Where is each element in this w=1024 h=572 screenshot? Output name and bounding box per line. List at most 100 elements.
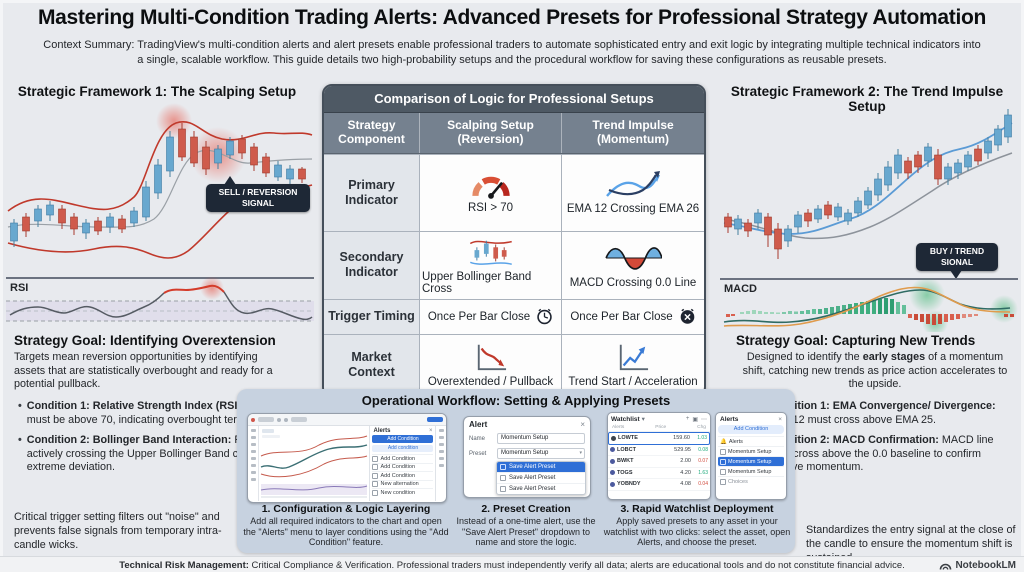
cell-label: RSI > 70 <box>467 202 514 215</box>
cell-label: Once Per Bar Close <box>427 310 531 323</box>
screenshot-watchlist: Watchlist ▾ + ▣ ⋯ Alerts Price Chg LOWTE <box>607 412 787 500</box>
notebooklm-logo <box>940 563 952 570</box>
drawing-toolbar[interactable] <box>248 426 260 501</box>
plus-icon[interactable]: + <box>685 415 690 422</box>
pullback-chart-icon <box>477 344 506 371</box>
preset-select[interactable]: Momentum Setup <box>497 448 585 459</box>
screenshot-chart-app: Alerts × Add Condition Add condition Add… <box>247 413 447 503</box>
rsi-line <box>9 292 165 318</box>
condition-list-item[interactable]: New condition <box>372 488 434 497</box>
choices-item[interactable]: Choices <box>718 476 784 486</box>
workflow-step-2: 2. Preset Creation Instead of a one-time… <box>451 503 601 548</box>
close-icon[interactable]: × <box>778 416 782 423</box>
close-icon[interactable]: × <box>580 420 585 429</box>
condition-item: Condition 1: Relative Strength Index (RS… <box>18 400 280 427</box>
goal-heading: Strategy Goal: Capturing New Trends <box>736 333 976 348</box>
buy-signal-badge: BUY / TREND SIONAL <box>916 243 998 280</box>
close-icon[interactable]: × <box>428 428 433 434</box>
comparison-table: Comparison of Logic for Professional Set… <box>322 84 706 397</box>
logo-dot <box>251 417 255 422</box>
framework1-heading: Strategic Framework 1: The Scalping Setu… <box>17 84 297 99</box>
watchlist-row[interactable]: LOWTE 159.60 1.03 <box>608 432 710 445</box>
symbol-icon <box>610 447 615 453</box>
badge-line1: SELL / REVERSION <box>218 187 298 197</box>
column-header: Strategy Component <box>324 113 420 153</box>
condition-item: Condition 1: EMA Convergence/ Divergence… <box>758 400 1014 427</box>
watchlist-title[interactable]: Watchlist <box>611 415 640 423</box>
goal-heading: Strategy Goal: Identifying Overextension <box>14 333 276 348</box>
alerts-side-panel: Alerts × Add Condition 🔔 Alerts Momentum … <box>715 412 787 500</box>
rsi-overbought-segment <box>163 284 225 294</box>
cell-label: Upper Bollinger Band Cross <box>422 270 532 295</box>
condition-list-item[interactable]: Add Condition <box>372 454 434 463</box>
watchlist-row[interactable]: LOBCT 529.95 0.08 <box>608 445 710 456</box>
more-icon[interactable]: ⋯ <box>701 416 707 423</box>
toolbar-chip <box>291 417 307 422</box>
condition-list-item[interactable]: Add Condition <box>372 462 434 472</box>
context-summary: Context Summary: TradingView's multi-con… <box>43 39 981 66</box>
ema-cross-icon <box>606 171 660 197</box>
table-row: Primary Indicator RSI > 70 E <box>324 153 704 231</box>
preset-item[interactable]: Momentum Setup <box>718 466 784 476</box>
preset-item-selected[interactable]: Momentum Setup <box>718 456 784 466</box>
symbol-icon <box>611 435 616 441</box>
screenshot-alert-dialog: Alert × Name Momentum Setup Preset Momen… <box>463 416 591 498</box>
name-input[interactable]: Momentum Setup <box>497 433 585 444</box>
row-label: Market Context <box>324 334 420 395</box>
goal-text: Designed to identify the early stages of… <box>742 351 1008 391</box>
app-topbar <box>248 414 446 426</box>
watchlist-row[interactable]: BWKT 2.00 0.07 <box>608 456 710 468</box>
dropdown-item[interactable]: Save Alert Preset <box>497 472 585 483</box>
add-condition-button[interactable]: Add Condition <box>372 435 434 443</box>
step-heading: 2. Preset Creation <box>481 503 571 515</box>
condition-item: Condition 2: MACD Confirmation: MACD lin… <box>758 434 1014 474</box>
add-condition-pill[interactable]: Add Condition <box>718 425 784 434</box>
cell-label: EMA 12 Crossing EMA 26 <box>566 203 700 216</box>
grid-icon[interactable]: ▣ <box>692 416 698 423</box>
dropdown-item[interactable]: Save Alert Preset <box>497 483 585 494</box>
alerts-panel: Alerts × Add Condition Add condition Add… <box>369 426 435 501</box>
condition-list-item[interactable]: New alternation <box>372 479 434 489</box>
candles <box>10 123 306 247</box>
toolbar-dot <box>277 417 281 422</box>
notebooklm-brand: NotebookLM <box>939 557 1016 572</box>
add-condition-secondary-button[interactable]: Add condition <box>372 445 434 452</box>
preset-item[interactable]: Momentum Setup <box>718 446 784 456</box>
preset-dropdown: Save Alert Preset Save Alert Preset Save… <box>496 461 586 495</box>
macd-panel: MACD <box>720 278 1018 332</box>
table-title: Comparison of Logic for Professional Set… <box>324 86 704 113</box>
dropdown-item[interactable]: Save Alert Preset <box>497 462 585 472</box>
alerts-item[interactable]: 🔔 Alerts <box>718 436 784 446</box>
badge-line2: SIGNAL <box>241 198 275 209</box>
framework1-note: Critical trigger setting filters out "no… <box>14 510 222 551</box>
watchlist-row[interactable]: TOGS 4.20 1.63 <box>608 468 710 479</box>
condition-list-item[interactable]: Add Condition <box>372 471 434 480</box>
table-header-row: Strategy Component Scalping Setup (Rever… <box>324 113 704 154</box>
clock-icon <box>537 308 552 325</box>
publish-button[interactable] <box>427 417 443 422</box>
table-row: Trigger Timing Once Per Bar Close Once P… <box>324 298 704 334</box>
macd-label: MACD <box>724 283 757 295</box>
chevron-down-icon[interactable]: ▾ <box>641 416 645 423</box>
rsi-panel: RSI <box>6 277 314 322</box>
step-text: Apply saved presets to any asset in your… <box>603 516 791 548</box>
symbol-icon <box>610 470 615 476</box>
step-text: Add all required indicators to the chart… <box>243 516 449 548</box>
middle-band <box>7 149 313 228</box>
badge-line2: SIONAL <box>940 257 974 268</box>
disclaimer-bar: Technical Risk Management: Critical Comp… <box>0 556 1024 572</box>
right-icon-strip[interactable] <box>435 426 446 501</box>
red-glow-spot <box>156 103 192 139</box>
name-label: Name <box>469 435 486 442</box>
macd-signal-line <box>723 286 1011 327</box>
row-label: Trigger Timing <box>324 299 420 334</box>
gauge-icon <box>471 176 510 199</box>
mini-chart-area <box>259 426 369 501</box>
goal-text: Targets mean reversion opportunities by … <box>14 351 273 391</box>
trend-candlestick-chart <box>723 109 1013 259</box>
disclaimer-text: Technical Risk Management: Critical Comp… <box>119 559 905 571</box>
table-row: Secondary Indicator Upper Bollinger Band… <box>324 230 704 299</box>
candles <box>724 109 1012 259</box>
workflow-step-1: 1. Configuration & Logic Layering Add al… <box>243 503 449 548</box>
watchlist-row[interactable]: YOBNDY 4.08 0.04 <box>608 479 710 491</box>
